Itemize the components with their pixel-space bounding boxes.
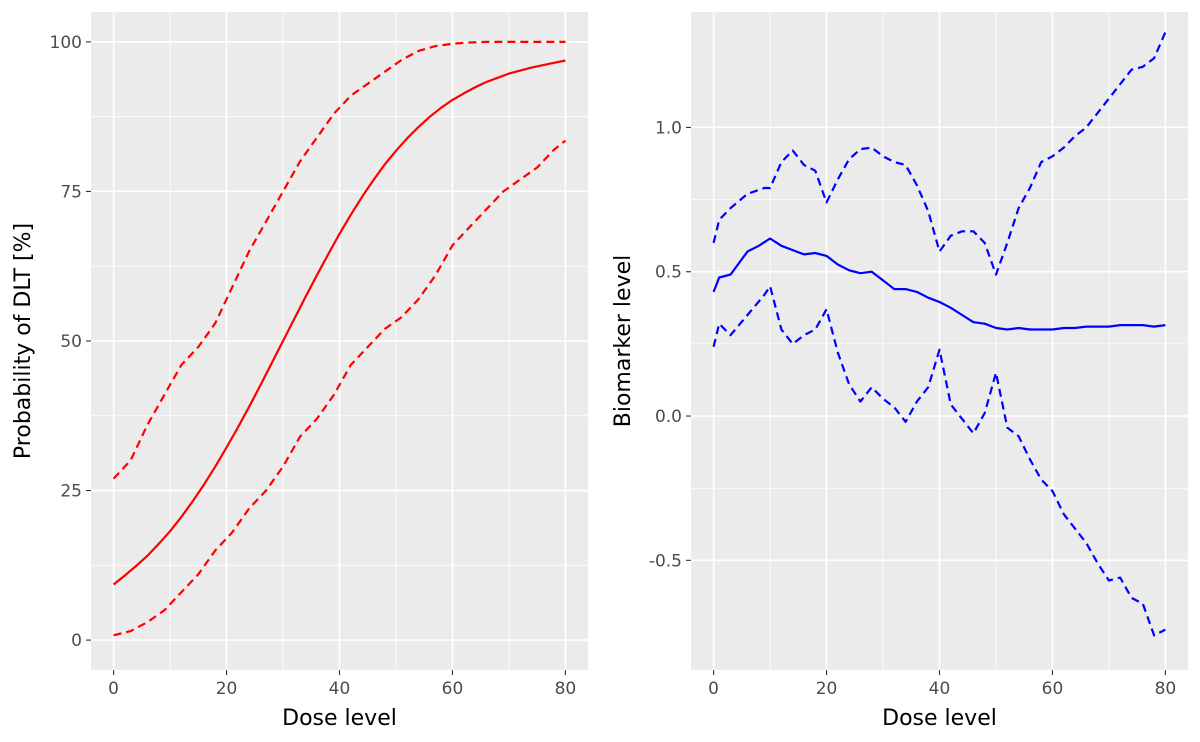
x-tick-label: 0 <box>108 679 119 699</box>
x-axis-ticks: 0 20 40 60 80 <box>708 670 1176 699</box>
series-line-interval-bound <box>112 40 566 480</box>
x-tick-label: 40 <box>929 679 951 699</box>
x-axis-title: Dose level <box>282 706 397 731</box>
y-axis-ticks: 0 25 50 75 100 <box>50 33 91 651</box>
y-axis-title: Biomarker level <box>611 255 636 427</box>
series-line-interval-bound <box>712 31 1167 276</box>
x-axis-title: Dose level <box>882 706 997 731</box>
series-line-interval-bound <box>113 139 567 637</box>
y-tick-label: 50 <box>60 332 82 352</box>
series-lines <box>112 40 567 637</box>
series-line-estimate <box>712 237 1166 331</box>
x-tick-label: 80 <box>555 679 577 699</box>
chart-panel-dlt-probability: 0 20 40 60 80 0 25 50 75 100 Dose level Probabil… <box>11 12 588 731</box>
x-tick-label: 60 <box>1042 679 1064 699</box>
y-tick-label: 0.5 <box>655 263 682 283</box>
gridlines <box>691 12 1188 670</box>
chart-panel-biomarker-level: 0 20 40 60 80 -0.5 0.0 0.5 1.0 Dose level Bioma… <box>611 12 1188 731</box>
x-tick-label: 0 <box>708 679 719 699</box>
series-line-interval-bound <box>712 285 1166 637</box>
series-lines <box>712 31 1167 637</box>
y-tick-label: 0.0 <box>655 407 682 427</box>
y-tick-label: 75 <box>60 182 82 202</box>
y-axis-ticks: -0.5 0.0 0.5 1.0 <box>649 118 691 571</box>
series-line-estimate <box>112 59 566 586</box>
x-tick-label: 40 <box>329 679 351 699</box>
y-tick-label: 0 <box>71 631 82 651</box>
y-tick-label: 100 <box>50 33 82 53</box>
y-tick-label: 1.0 <box>655 118 682 138</box>
y-axis-title: Probability of DLT [%] <box>11 223 36 459</box>
x-tick-label: 20 <box>216 679 238 699</box>
x-tick-label: 80 <box>1155 679 1177 699</box>
x-tick-label: 20 <box>816 679 838 699</box>
y-tick-label: 25 <box>60 482 82 502</box>
x-axis-ticks: 0 20 40 60 80 <box>108 670 576 699</box>
y-tick-label: -0.5 <box>649 551 682 571</box>
x-tick-label: 60 <box>442 679 464 699</box>
